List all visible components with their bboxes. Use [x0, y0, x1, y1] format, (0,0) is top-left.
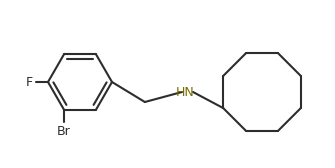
- Text: Br: Br: [57, 125, 71, 138]
- Text: HN: HN: [176, 86, 194, 98]
- Text: F: F: [26, 75, 33, 89]
